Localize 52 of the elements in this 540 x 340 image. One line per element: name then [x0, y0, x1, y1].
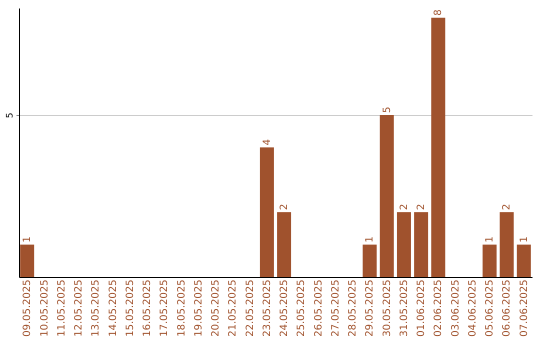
data-label: 4	[262, 138, 273, 146]
x-tick-label: 24.05.2025	[279, 280, 290, 337]
data-label: 1	[364, 236, 376, 243]
data-label: 8	[433, 9, 444, 16]
x-tick-label: 04.06.2025	[467, 280, 478, 337]
x-tick-label: 25.05.2025	[296, 280, 308, 337]
x-tick-label: 13.05.2025	[90, 280, 102, 337]
x-tick-label: 14.05.2025	[108, 280, 119, 337]
data-label: 2	[502, 204, 513, 210]
bar	[482, 244, 497, 277]
x-tick-label: 29.05.2025	[364, 280, 376, 337]
x-tick-label: 21.05.2025	[228, 280, 239, 337]
data-label: 2	[398, 204, 410, 210]
x-tick-label: 09.05.2025	[22, 280, 34, 337]
x-tick-label: 22.05.2025	[244, 280, 256, 337]
bar	[20, 244, 34, 277]
x-tick-label: 01.06.2025	[416, 280, 428, 337]
bar	[277, 212, 292, 277]
x-tick-label: 07.06.2025	[518, 280, 530, 337]
bar	[380, 114, 394, 277]
data-label: 2	[279, 204, 290, 210]
x-tick-label: 15.05.2025	[124, 280, 136, 337]
x-tick-label: 02.06.2025	[433, 280, 444, 337]
bar	[396, 212, 411, 277]
bar	[431, 18, 446, 277]
x-tick-label: 26.05.2025	[313, 280, 324, 337]
x-tick-label: 23.05.2025	[262, 280, 273, 337]
x-tick-label: 19.05.2025	[193, 280, 204, 337]
x-tick-label: 31.05.2025	[398, 280, 410, 337]
data-label: 2	[416, 204, 428, 210]
bar	[260, 147, 274, 277]
x-tick-label: 11.05.2025	[56, 280, 68, 337]
x-tick-label: 05.06.2025	[484, 280, 496, 337]
data-label: 1	[518, 236, 530, 243]
x-tick-label: 28.05.2025	[348, 280, 359, 337]
x-tick-label: 18.05.2025	[176, 280, 188, 337]
data-label: 1	[484, 236, 496, 243]
data-label: 1	[22, 236, 34, 243]
bar	[500, 212, 514, 277]
x-tick-label: 30.05.2025	[382, 280, 393, 337]
x-tick-label: 12.05.2025	[74, 280, 85, 337]
data-label: 5	[382, 106, 393, 113]
x-tick-label: 27.05.2025	[330, 280, 342, 337]
x-tick-label: 03.06.2025	[450, 280, 462, 337]
bar	[516, 244, 531, 277]
x-tick-label: 10.05.2025	[39, 280, 50, 337]
x-tick-label: 16.05.2025	[142, 280, 154, 337]
bar	[414, 212, 428, 277]
bar	[362, 244, 377, 277]
x-tick-label: 20.05.2025	[210, 280, 222, 337]
x-tick-label: 06.06.2025	[502, 280, 513, 337]
x-tick-label: 17.05.2025	[159, 280, 170, 337]
